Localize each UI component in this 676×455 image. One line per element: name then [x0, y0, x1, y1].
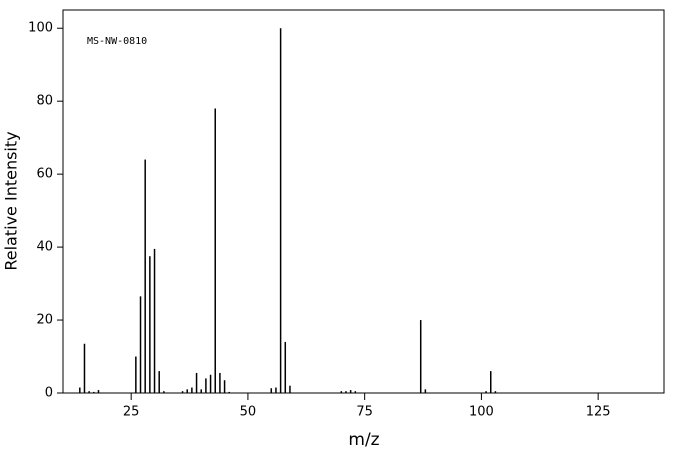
peak — [83, 343, 86, 393]
peak — [93, 391, 95, 393]
peak — [97, 390, 100, 393]
peak — [284, 341, 287, 393]
peak — [139, 296, 142, 393]
x-tick-label: 100 — [469, 405, 494, 420]
peak — [88, 391, 90, 393]
peak — [223, 380, 226, 393]
peak — [181, 391, 184, 393]
peak — [214, 108, 216, 393]
peak — [195, 372, 198, 393]
x-tick-label: 75 — [356, 405, 373, 420]
x-tick-label: 25 — [123, 405, 140, 420]
peak — [279, 28, 282, 393]
peak — [209, 374, 212, 393]
peak — [200, 389, 202, 393]
peak — [354, 391, 357, 393]
peak — [191, 387, 193, 393]
y-tick-label: 0 — [45, 386, 53, 401]
x-tick-label: 125 — [586, 405, 611, 420]
peak — [186, 389, 188, 393]
peak — [135, 356, 137, 393]
y-tick-label: 80 — [36, 94, 53, 109]
annotation: MS-NW-0810 — [87, 36, 147, 47]
y-tick-label: 100 — [28, 21, 53, 36]
peak — [490, 371, 492, 393]
peak — [289, 385, 291, 393]
y-tick-label: 40 — [36, 240, 53, 255]
y-tick-label: 20 — [36, 313, 53, 328]
peak — [153, 248, 156, 393]
peak — [340, 391, 343, 393]
peak — [149, 256, 151, 393]
peak — [419, 320, 422, 393]
x-tick-label: 50 — [240, 405, 257, 420]
peak — [158, 371, 160, 393]
peak — [163, 391, 165, 393]
peak — [494, 391, 497, 393]
peak — [270, 388, 273, 393]
y-tick-label: 60 — [36, 167, 53, 182]
peak — [485, 391, 487, 393]
peak — [424, 389, 427, 393]
peak — [79, 387, 81, 393]
peak — [219, 372, 221, 393]
peak — [228, 391, 230, 393]
peak — [275, 387, 277, 393]
peak — [349, 390, 352, 393]
peak — [144, 159, 146, 393]
x-axis-label: m/z — [348, 430, 379, 450]
plot-frame — [62, 9, 665, 394]
peak — [345, 391, 347, 393]
peak — [205, 378, 207, 393]
y-axis-label: Relative Intensity — [2, 131, 21, 270]
